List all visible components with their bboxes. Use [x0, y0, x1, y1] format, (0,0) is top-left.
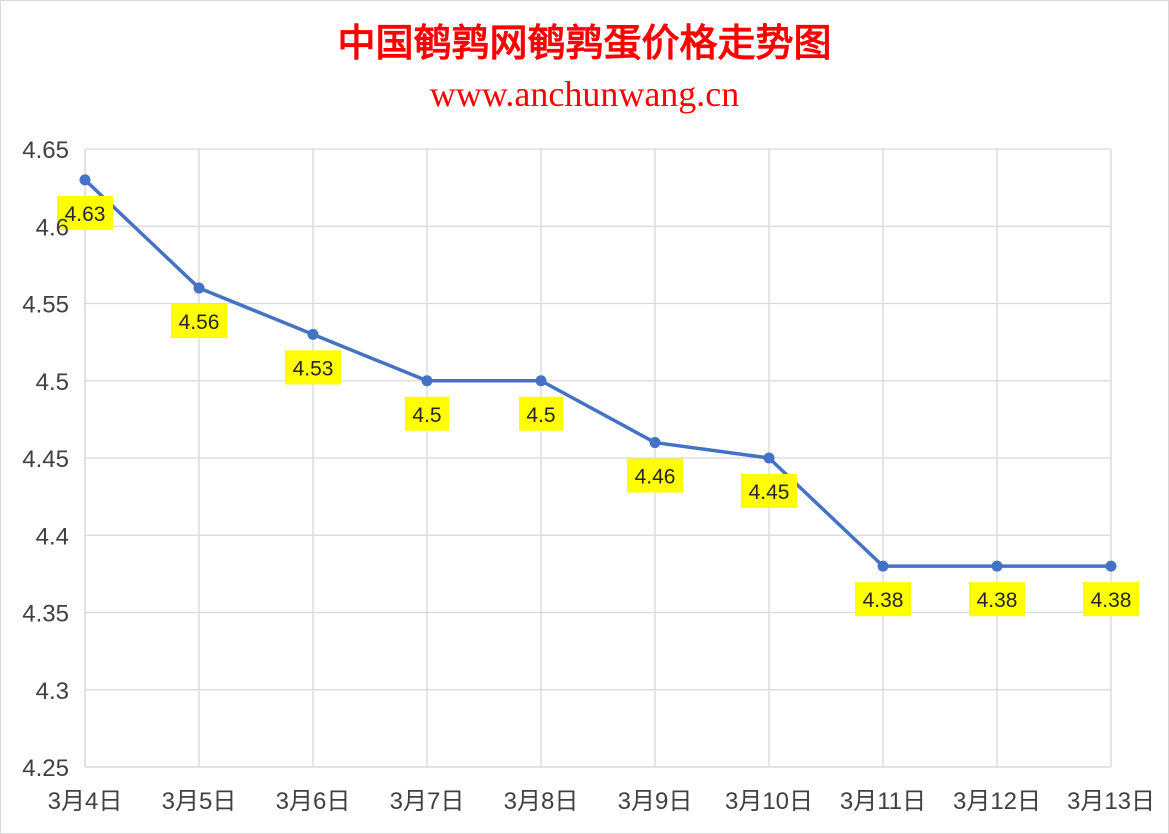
x-tick-label: 3月7日 — [390, 788, 465, 815]
data-point — [421, 375, 433, 387]
axes — [84, 149, 1111, 768]
data-point — [193, 282, 205, 294]
x-tick-label: 3月10日 — [725, 788, 813, 815]
data-point — [649, 437, 661, 449]
y-tick-label: 4.25 — [22, 755, 69, 782]
data-labels: 4.63 4.56 4.53 4.5 4.5 4.46 4.45 4.38 4.38 4.38 — [57, 195, 1139, 617]
data-point — [535, 375, 547, 387]
x-tick-label: 3月8日 — [504, 788, 579, 815]
y-tick-label: 4.4 — [36, 523, 69, 550]
chart-subtitle: www.anchunwang.cn — [429, 74, 740, 114]
data-label-background — [57, 195, 113, 230]
data-label: 4.5 — [519, 396, 563, 431]
data-label-text: 4.38 — [977, 589, 1018, 612]
data-label-text: 4.45 — [749, 481, 790, 504]
y-tick-label: 4.45 — [22, 446, 69, 473]
x-tick-label: 3月4日 — [48, 788, 123, 815]
x-tick-label: 3月9日 — [618, 788, 693, 815]
y-tick-labels: 4.25 4.3 4.35 4.4 4.45 4.5 4.55 4.6 4.65 — [22, 137, 69, 782]
x-tick-label: 3月12日 — [953, 788, 1041, 815]
data-label-background — [969, 582, 1025, 617]
x-tick-label: 3月6日 — [276, 788, 351, 815]
data-point — [307, 328, 319, 340]
data-label-text: 4.53 — [293, 357, 334, 380]
data-label-background — [519, 396, 563, 431]
data-point — [991, 560, 1003, 572]
data-label: 4.45 — [741, 474, 797, 508]
data-label: 4.38 — [1083, 582, 1139, 617]
data-label-background — [855, 582, 911, 617]
x-tick-label: 3月5日 — [162, 788, 237, 815]
x-tick-label: 3月13日 — [1067, 788, 1155, 815]
y-tick-label: 4.5 — [36, 369, 69, 396]
data-label: 4.5 — [405, 396, 449, 431]
data-label-background — [741, 474, 797, 508]
data-label: 4.56 — [171, 304, 227, 339]
data-label-text: 4.46 — [635, 466, 676, 489]
y-tick-label: 4.6 — [36, 214, 69, 241]
data-point — [1105, 560, 1117, 572]
chart-title: 中国鹌鹑网鹌鹑蛋价格走势图 — [337, 20, 832, 65]
data-label: 4.46 — [627, 458, 683, 493]
data-label-text: 4.56 — [179, 311, 220, 334]
data-label-background — [627, 458, 683, 493]
data-label: 4.38 — [855, 582, 911, 617]
data-label: 4.53 — [285, 350, 341, 385]
y-tick-label: 4.55 — [22, 292, 69, 319]
series-polyline — [83, 178, 1111, 568]
data-label: 4.63 — [57, 195, 113, 230]
data-label-text: 4.63 — [65, 203, 106, 226]
x-tick-labels: 3月4日 3月5日 3月6日 3月7日 3月8日 3月9日 3月10日 3月11日 3月12日 3… — [48, 788, 1155, 815]
y-tick-label: 4.65 — [22, 137, 69, 164]
y-tick-label: 4.3 — [36, 678, 69, 705]
data-points — [79, 174, 1117, 572]
data-label-background — [171, 304, 227, 339]
data-label-background — [405, 396, 449, 431]
data-label-text: 4.5 — [412, 404, 441, 427]
series-line — [83, 178, 1111, 568]
data-point — [877, 560, 889, 572]
data-label-text: 4.38 — [863, 589, 904, 612]
x-tick-label: 3月11日 — [840, 788, 926, 815]
data-point — [763, 452, 775, 464]
grid — [85, 148, 1112, 767]
data-point — [79, 174, 91, 186]
data-label-text: 4.38 — [1091, 589, 1132, 612]
data-label: 4.38 — [969, 582, 1025, 617]
y-tick-label: 4.35 — [22, 601, 69, 628]
data-label-text: 4.5 — [526, 404, 555, 427]
data-label-background — [285, 350, 341, 385]
data-label-background — [1083, 582, 1139, 617]
